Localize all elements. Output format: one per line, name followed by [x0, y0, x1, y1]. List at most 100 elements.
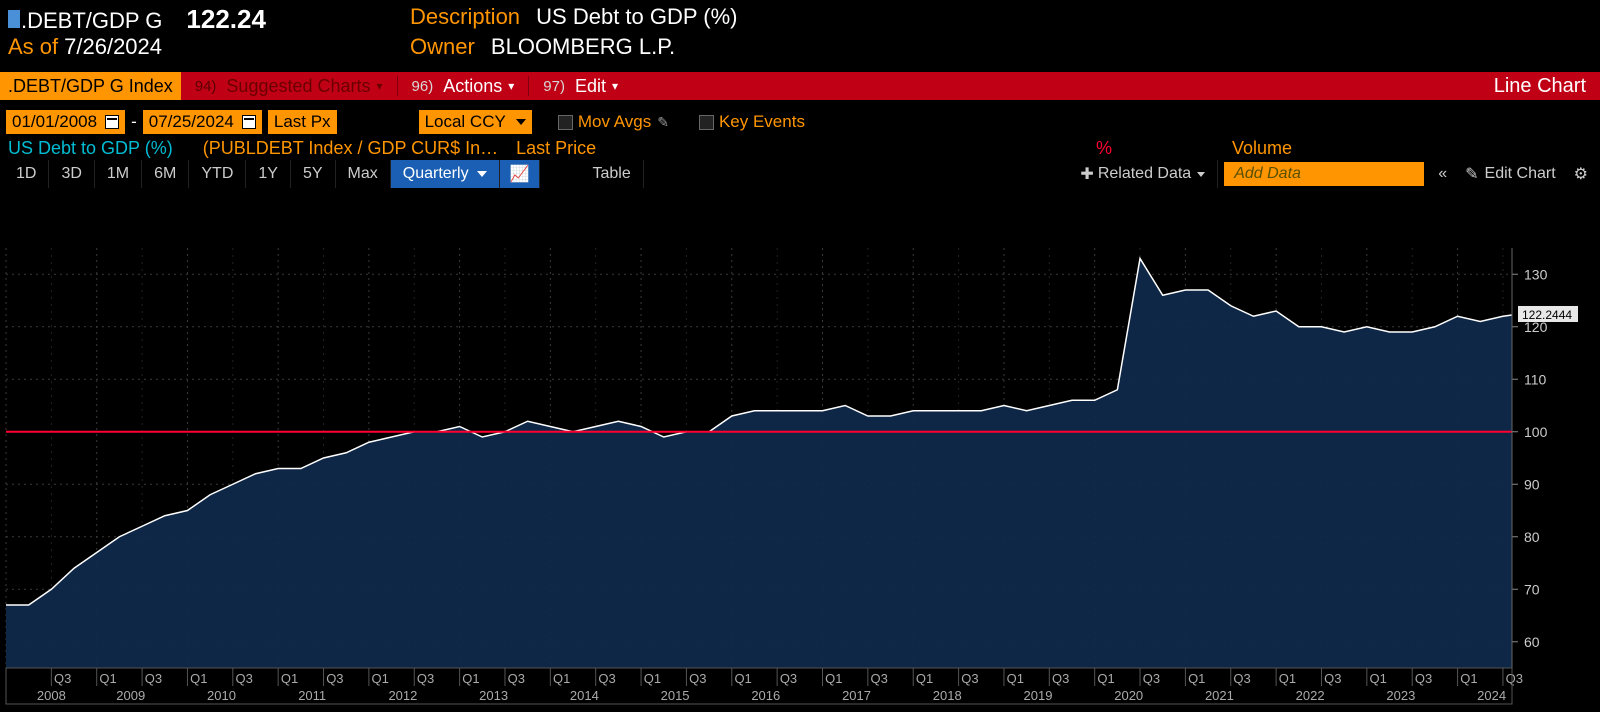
range-1y-button[interactable]: 1Y — [246, 160, 291, 188]
key-events-toggle[interactable]: Key Events — [699, 112, 805, 132]
ticker-code: .DEBT/GDP G — [21, 8, 162, 34]
svg-text:2015: 2015 — [661, 688, 690, 703]
svg-text:Q3: Q3 — [961, 671, 978, 686]
svg-text:2023: 2023 — [1386, 688, 1415, 703]
ticker-color-square — [8, 10, 20, 28]
svg-text:Q3: Q3 — [1052, 671, 1069, 686]
edit-chart-button[interactable]: ✎ Edit Chart — [1455, 164, 1566, 184]
svg-text:Q1: Q1 — [553, 671, 570, 686]
svg-text:122.2444: 122.2444 — [1522, 308, 1572, 322]
asof-date: 7/26/2024 — [64, 34, 162, 60]
svg-text:Q3: Q3 — [145, 671, 162, 686]
collapse-panel-button[interactable]: « — [1430, 165, 1455, 183]
volume-label: Volume — [1232, 138, 1292, 159]
chart-type-label: Line Chart — [1494, 75, 1600, 98]
svg-text:Q3: Q3 — [235, 671, 252, 686]
ticker-last-value: 122.24 — [186, 4, 266, 35]
svg-text:Q3: Q3 — [598, 671, 615, 686]
svg-text:Q3: Q3 — [508, 671, 525, 686]
asof-label: As of — [8, 34, 58, 60]
svg-text:Q1: Q1 — [644, 671, 661, 686]
svg-text:2011: 2011 — [298, 688, 326, 703]
calendar-icon — [242, 115, 256, 129]
date-to-input[interactable]: 07/25/2024 — [143, 110, 262, 134]
range-max-button[interactable]: Max — [336, 160, 391, 188]
svg-text:Q1: Q1 — [281, 671, 298, 686]
svg-text:2016: 2016 — [751, 688, 780, 703]
chart-view-button[interactable]: 📈 — [500, 160, 541, 188]
svg-text:110: 110 — [1524, 371, 1547, 387]
svg-text:60: 60 — [1524, 634, 1540, 650]
series-name: US Debt to GDP (%) — [8, 138, 173, 159]
svg-text:90: 90 — [1524, 476, 1540, 492]
owner-label: Owner — [410, 34, 475, 59]
svg-text:2013: 2013 — [479, 688, 508, 703]
svg-text:Q1: Q1 — [1097, 671, 1114, 686]
chevron-down-icon: ▾ — [612, 79, 618, 93]
svg-text:Q3: Q3 — [326, 671, 343, 686]
chart-area[interactable]: 60708090100110120130122.2444Q32008Q1Q320… — [0, 230, 1600, 712]
actions-tab[interactable]: 96) Actions ▾ — [398, 72, 529, 100]
range-5y-button[interactable]: 5Y — [291, 160, 336, 188]
svg-text:Q1: Q1 — [825, 671, 842, 686]
index-pill[interactable]: .DEBT/GDP G Index — [0, 72, 181, 100]
svg-text:Q1: Q1 — [1279, 671, 1296, 686]
svg-text:2014: 2014 — [570, 688, 599, 703]
price-field-select[interactable]: Last Px — [268, 110, 337, 134]
calendar-icon — [105, 115, 119, 129]
svg-text:2012: 2012 — [388, 688, 417, 703]
svg-text:2010: 2010 — [207, 688, 236, 703]
pencil-icon: ✎ — [657, 114, 669, 131]
legend-row: US Debt to GDP (%) (PUBLDEBT Index / GDP… — [0, 136, 1600, 160]
svg-text:Q1: Q1 — [734, 671, 751, 686]
owner-value: BLOOMBERG L.P. — [491, 34, 675, 59]
svg-text:Q1: Q1 — [1370, 671, 1387, 686]
svg-text:Q3: Q3 — [1324, 671, 1341, 686]
period-select[interactable]: Quarterly — [391, 160, 500, 188]
svg-text:2019: 2019 — [1024, 688, 1053, 703]
mov-avgs-toggle[interactable]: Mov Avgs ✎ — [558, 112, 669, 132]
svg-text:Q1: Q1 — [372, 671, 389, 686]
svg-text:2020: 2020 — [1114, 688, 1143, 703]
svg-text:Q3: Q3 — [871, 671, 888, 686]
svg-text:Q3: Q3 — [780, 671, 797, 686]
svg-text:2022: 2022 — [1296, 688, 1325, 703]
settings-button[interactable]: ⚙ — [1566, 164, 1596, 184]
svg-text:Q1: Q1 — [1188, 671, 1205, 686]
svg-text:Q1: Q1 — [1460, 671, 1477, 686]
svg-text:2017: 2017 — [842, 688, 871, 703]
range-6m-button[interactable]: 6M — [142, 160, 189, 188]
svg-text:Q3: Q3 — [1233, 671, 1250, 686]
info-row-2: As of 7/26/2024 Owner BLOOMBERG L.P. — [8, 34, 1592, 64]
chevron-down-icon: ▾ — [508, 79, 514, 93]
range-1m-button[interactable]: 1M — [95, 160, 142, 188]
related-data-button[interactable]: ✚ Related Data — [1068, 160, 1218, 188]
svg-text:Q1: Q1 — [462, 671, 479, 686]
add-data-input[interactable]: Add Data — [1224, 162, 1424, 186]
checkbox-icon — [558, 115, 573, 130]
suggested-charts-tab[interactable]: 94) Suggested Charts ▾ — [181, 72, 397, 100]
range-ytd-button[interactable]: YTD — [189, 160, 246, 188]
series-field: Last Price — [516, 138, 596, 159]
svg-text:130: 130 — [1524, 266, 1548, 282]
checkbox-icon — [699, 115, 714, 130]
svg-text:2018: 2018 — [933, 688, 962, 703]
svg-text:Q3: Q3 — [689, 671, 706, 686]
svg-text:2009: 2009 — [116, 688, 145, 703]
chevron-down-icon: ▾ — [377, 79, 383, 93]
pencil-icon: ✎ — [1465, 164, 1478, 184]
line-chart-icon: 📈 — [510, 164, 530, 184]
range-3d-button[interactable]: 3D — [49, 160, 94, 188]
svg-text:2008: 2008 — [37, 688, 66, 703]
date-from-input[interactable]: 01/01/2008 — [6, 110, 125, 134]
currency-select[interactable]: Local CCY — [419, 110, 532, 134]
svg-text:Q3: Q3 — [417, 671, 434, 686]
svg-text:Q1: Q1 — [916, 671, 933, 686]
table-view-button[interactable]: Table — [580, 160, 643, 188]
svg-text:Q3: Q3 — [54, 671, 71, 686]
edit-tab[interactable]: 97) Edit ▾ — [529, 72, 632, 100]
range-1d-button[interactable]: 1D — [4, 160, 49, 188]
chevron-down-icon — [1197, 172, 1205, 177]
svg-text:Q1: Q1 — [1007, 671, 1024, 686]
description-label: Description — [410, 4, 520, 29]
